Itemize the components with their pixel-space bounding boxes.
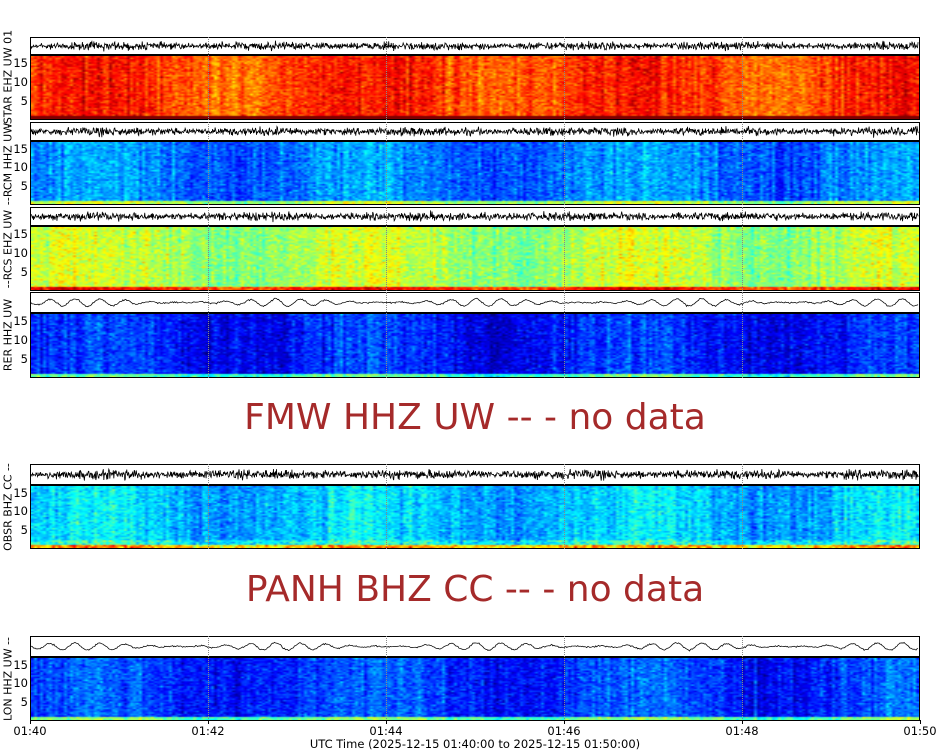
- y-tick-label: 5: [20, 523, 28, 538]
- waveform-line: [31, 210, 919, 223]
- spectrogram: [30, 141, 920, 205]
- x-gridline: [386, 207, 387, 291]
- x-tick-label: 01:50: [903, 724, 937, 738]
- x-gridline: [742, 464, 743, 549]
- x-gridline: [564, 207, 565, 291]
- x-gridline: [386, 464, 387, 549]
- x-axis-label: UTC Time (2025-12-15 01:40:00 to 2025-12…: [309, 737, 641, 751]
- x-gridline: [386, 292, 387, 378]
- x-tick-label: 01:48: [725, 724, 759, 738]
- x-tick-label: 01:42: [191, 724, 225, 738]
- y-tick-label: 10: [13, 504, 28, 519]
- y-tick-label: 10: [13, 74, 28, 89]
- waveform-trace: [30, 292, 920, 313]
- waveform-line: [31, 297, 919, 308]
- y-tick-label: 10: [13, 160, 28, 175]
- x-gridline: [208, 37, 209, 120]
- y-tick-label: 5: [20, 93, 28, 108]
- x-tick-label: 01:40: [13, 724, 47, 738]
- waveform-trace: [30, 37, 920, 55]
- no-data-message: FMW HHZ UW -- - no data: [244, 397, 706, 438]
- spectrogram-image: [31, 314, 919, 377]
- x-gridline: [564, 122, 565, 205]
- x-tick-mark: [30, 720, 31, 724]
- x-gridline: [564, 464, 565, 549]
- waveform-line: [31, 467, 919, 481]
- y-tick-label: 15: [13, 657, 28, 672]
- x-tick-label: 01:46: [547, 724, 581, 738]
- x-gridline: [742, 292, 743, 378]
- waveform-line: [31, 125, 919, 138]
- waveform-trace: [30, 464, 920, 485]
- x-gridline: [208, 122, 209, 205]
- spectrogram: [30, 226, 920, 291]
- y-tick-label: 5: [20, 351, 28, 366]
- y-tick-label: 15: [13, 226, 28, 241]
- x-gridline: [386, 122, 387, 205]
- x-tick-label: 01:44: [369, 724, 403, 738]
- x-gridline: [386, 636, 387, 721]
- spectrogram-image: [31, 142, 919, 204]
- y-tick-label: 5: [20, 179, 28, 194]
- x-gridline: [742, 37, 743, 120]
- y-tick-label: 5: [20, 264, 28, 279]
- spectrogram-image: [31, 56, 919, 119]
- spectrogram: [30, 657, 920, 721]
- no-data-message: PANH BHZ CC -- - no data: [245, 569, 705, 610]
- x-tick-mark: [564, 720, 565, 724]
- x-gridline: [564, 636, 565, 721]
- x-gridline: [742, 122, 743, 205]
- x-gridline: [386, 37, 387, 120]
- x-gridline: [208, 464, 209, 549]
- y-tick-label: 15: [13, 313, 28, 328]
- x-tick-mark: [742, 720, 743, 724]
- x-gridline: [742, 207, 743, 291]
- spectrogram-image: [31, 658, 919, 720]
- spectrogram-image: [31, 486, 919, 548]
- spectrogram: [30, 313, 920, 378]
- waveform-line: [31, 641, 919, 652]
- x-gridline: [208, 207, 209, 291]
- x-gridline: [208, 292, 209, 378]
- spectrogram: [30, 55, 920, 120]
- y-tick-label: 10: [13, 332, 28, 347]
- x-gridline: [208, 636, 209, 721]
- waveform-trace: [30, 207, 920, 226]
- y-tick-label: 10: [13, 676, 28, 691]
- x-tick-mark: [386, 720, 387, 724]
- y-tick-label: 10: [13, 245, 28, 260]
- waveform-trace: [30, 636, 920, 657]
- waveform-trace: [30, 122, 920, 141]
- x-gridline: [742, 636, 743, 721]
- spectrogram-image: [31, 227, 919, 290]
- x-tick-mark: [208, 720, 209, 724]
- x-gridline: [564, 37, 565, 120]
- waveform-line: [31, 40, 919, 52]
- y-tick-label: 15: [13, 141, 28, 156]
- y-tick-label: 15: [13, 485, 28, 500]
- x-gridline: [564, 292, 565, 378]
- spectrogram: [30, 485, 920, 549]
- x-tick-mark: [920, 720, 921, 724]
- y-tick-label: 15: [13, 55, 28, 70]
- y-tick-label: 5: [20, 695, 28, 710]
